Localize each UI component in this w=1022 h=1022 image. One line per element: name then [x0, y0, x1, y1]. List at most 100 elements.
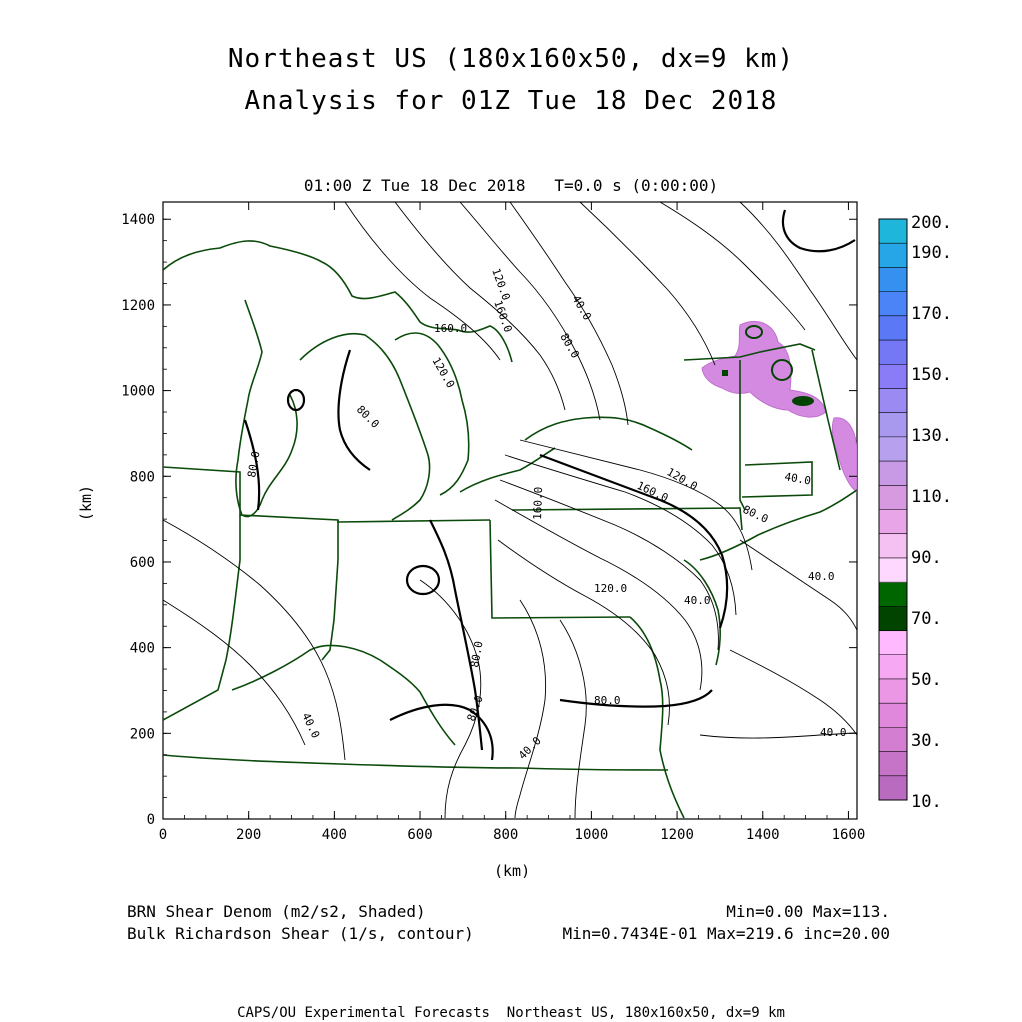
bold-contour-4 [429, 519, 484, 751]
contour-north-4 [509, 202, 629, 426]
colorbar-swatch [879, 533, 907, 559]
contour-west-2 [163, 599, 306, 746]
x-tick-label: 1600 [832, 827, 866, 843]
colorbar-swatch [879, 630, 907, 656]
nh-maine-border [811, 349, 841, 471]
colorbar-swatch [879, 557, 907, 583]
y-tick-label: 1400 [121, 212, 155, 228]
contour-north-3 [459, 202, 601, 421]
colorbar-swatch [879, 727, 907, 753]
core-contour-4 [722, 370, 728, 376]
colorbar-swatch [879, 606, 907, 632]
shaded-regions [701, 320, 857, 493]
contour-north-6 [659, 202, 806, 331]
contour-field-stats: Min=0.7434E-01 Max=219.6 inc=20.00 [562, 924, 890, 943]
lake-michigan-east-shore [299, 333, 431, 521]
contour-mid-5 [497, 539, 670, 726]
bold-contour-5 [389, 703, 494, 761]
colorbar-label: 70. [911, 609, 942, 629]
lake-erie-north [459, 447, 556, 493]
y-tick-label: 800 [130, 469, 155, 485]
y-tick-label: 1000 [121, 384, 155, 400]
lake-huron-shore [394, 332, 470, 496]
contour-east-2 [729, 649, 857, 736]
delaware-river [683, 559, 721, 666]
credit-line: CAPS/OU Experimental Forecasts Northeast… [237, 1005, 785, 1021]
x-tick-label: 200 [236, 827, 261, 843]
long-island-coast [699, 489, 857, 561]
colorbar-swatch [879, 751, 907, 777]
colorbar-swatch [879, 388, 907, 414]
contour-ohio-1 [419, 579, 482, 819]
x-axis: 0 200 400 600 800 1000 1200 1400 1600 [159, 202, 866, 843]
colorbar-swatch [879, 364, 907, 389]
bold-contour-2 [243, 419, 261, 511]
colorbar-label: 150. [911, 365, 952, 385]
y-tick-label: 400 [130, 641, 155, 657]
colorbar-swatch [879, 582, 907, 607]
x-tick-label: 1200 [660, 827, 694, 843]
valid-time: 01:00 Z Tue 18 Dec 2018 T=0.0 s (0:00:00… [303, 176, 719, 195]
colorbar-label: 190. [911, 243, 952, 263]
colorbar-label: 50. [911, 670, 942, 690]
core-contour-3 [792, 396, 814, 406]
y-tick-label: 0 [147, 812, 155, 828]
shaded-region-maine [831, 417, 857, 493]
ohio-pa-border [489, 519, 631, 619]
lake-superior-shore [163, 240, 513, 363]
colorbar-swatch [879, 219, 907, 244]
colorbar-swatch [879, 267, 907, 293]
lake-michigan-west-shore [235, 299, 298, 518]
contour-mid-3 [499, 479, 719, 651]
vermont-ny-border [739, 360, 746, 511]
chesapeake-coast [629, 616, 685, 819]
x-tick-label: 400 [322, 827, 347, 843]
contour-label: 40.0 [684, 594, 711, 607]
ohio-river [231, 644, 456, 746]
colorbar-label: 130. [911, 426, 952, 446]
bold-contour-3 [539, 453, 729, 629]
colorbar-label: 170. [911, 304, 952, 324]
kentucky-tn-border [163, 754, 669, 771]
bold-contour-9 [286, 388, 306, 412]
contour-ohio-2 [514, 599, 546, 819]
colorbar-swatch [879, 678, 907, 704]
colorbar-swatch [879, 775, 907, 801]
colorbar-swatch [879, 703, 907, 728]
colorbar-label: 110. [911, 487, 952, 507]
bold-contour-1 [337, 349, 371, 471]
contour-north-2 [394, 202, 566, 411]
y-axis: 0 200 400 600 800 1000 1200 1400 [121, 212, 857, 828]
core-contour-2 [771, 359, 793, 381]
contour-mid-4 [494, 499, 703, 691]
contour-east-3 [699, 732, 857, 739]
contour-east-1 [739, 539, 857, 631]
colorbar-swatch [879, 509, 907, 535]
x-tick-label: 0 [159, 827, 167, 843]
contour-mid-2 [504, 454, 737, 616]
contour-label: 80.0 [468, 640, 485, 668]
bold-contour-6 [559, 689, 713, 708]
colorbar-swatch [879, 485, 907, 510]
contour-west-1 [163, 519, 346, 761]
shaded-region-vermont [701, 320, 827, 418]
core-contour-1 [745, 325, 763, 339]
wisconsin-south-border [163, 466, 491, 523]
y-axis-label: (km) [77, 484, 96, 522]
y-tick-label: 1200 [121, 298, 155, 314]
contour-north-1 [344, 202, 501, 361]
y-tick-label: 600 [130, 555, 155, 571]
contour-label: 160.0 [531, 487, 545, 521]
colorbar: 200. 190. 170. 150. 130. 110. 90. 70. 50. 30. 10. [878, 213, 952, 812]
mass-border [741, 461, 813, 498]
contour-field-name: Bulk Richardson Shear (1/s, contour) [127, 924, 474, 943]
y-tick-label: 200 [130, 726, 155, 742]
contour-ohio-3 [559, 619, 587, 819]
contour-lines [163, 202, 857, 819]
contour-bold [243, 209, 856, 761]
colorbar-swatch [879, 315, 907, 341]
contour-label: 160.0 [434, 322, 467, 335]
colorbar-swatch [879, 436, 907, 462]
indiana-illinois-border [321, 520, 339, 661]
title-line-2: Analysis for 01Z Tue 18 Dec 2018 [244, 86, 778, 116]
